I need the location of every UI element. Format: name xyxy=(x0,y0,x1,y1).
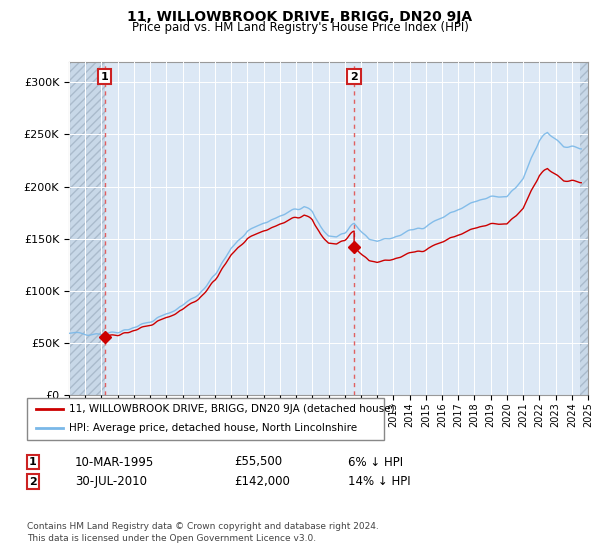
Text: 30-JUL-2010: 30-JUL-2010 xyxy=(75,475,147,488)
Text: 1: 1 xyxy=(29,457,37,467)
Text: 2: 2 xyxy=(350,72,358,82)
Text: 11, WILLOWBROOK DRIVE, BRIGG, DN20 9JA (detached house): 11, WILLOWBROOK DRIVE, BRIGG, DN20 9JA (… xyxy=(69,404,395,414)
Bar xyxy=(580,62,588,395)
Text: 1: 1 xyxy=(101,72,109,82)
Text: HPI: Average price, detached house, North Lincolnshire: HPI: Average price, detached house, Nort… xyxy=(69,423,357,433)
Text: £55,500: £55,500 xyxy=(234,455,282,469)
Text: Contains HM Land Registry data © Crown copyright and database right 2024.
This d: Contains HM Land Registry data © Crown c… xyxy=(27,522,379,543)
Text: Price paid vs. HM Land Registry's House Price Index (HPI): Price paid vs. HM Land Registry's House … xyxy=(131,21,469,34)
Text: 2: 2 xyxy=(29,477,37,487)
Text: 11, WILLOWBROOK DRIVE, BRIGG, DN20 9JA: 11, WILLOWBROOK DRIVE, BRIGG, DN20 9JA xyxy=(127,10,473,24)
Text: 6% ↓ HPI: 6% ↓ HPI xyxy=(348,455,403,469)
Text: £142,000: £142,000 xyxy=(234,475,290,488)
Text: 14% ↓ HPI: 14% ↓ HPI xyxy=(348,475,410,488)
Text: 10-MAR-1995: 10-MAR-1995 xyxy=(75,455,154,469)
Bar xyxy=(69,62,104,395)
